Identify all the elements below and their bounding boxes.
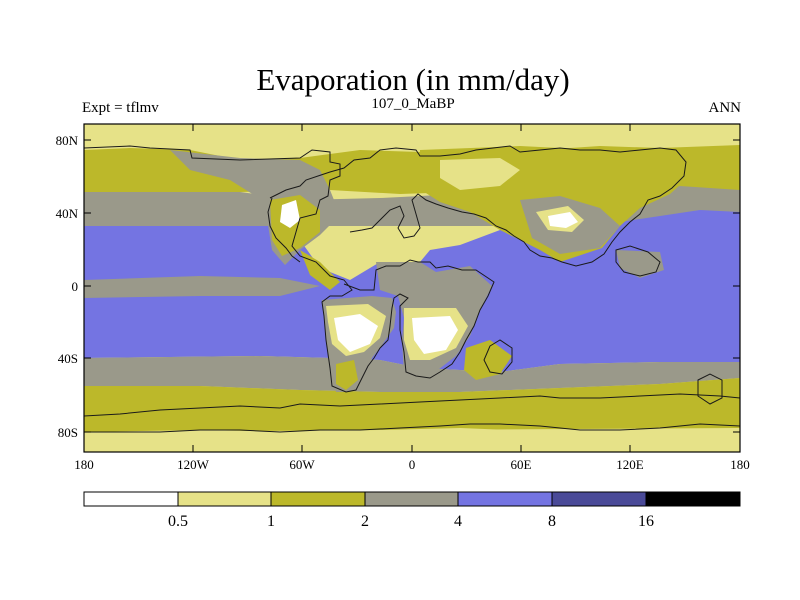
colorbar-label-16: 16 — [638, 513, 654, 530]
lon-label-120e: 120E — [616, 457, 644, 472]
lon-label-0: 0 — [409, 457, 416, 472]
colorbar-box-7 — [645, 491, 741, 507]
lon-label-180e: 180 — [730, 457, 750, 472]
colorbar-box-2 — [177, 491, 272, 507]
time-label: 107_0_MaBP — [371, 96, 455, 112]
colorbar-label-1: 1 — [267, 513, 275, 530]
axis-ticks — [83, 124, 741, 452]
colorbar-box-5 — [457, 491, 553, 507]
lon-label-60w: 60W — [289, 457, 315, 472]
colorbar-label-4: 4 — [454, 513, 462, 530]
coastlines — [84, 145, 740, 433]
colorbar-box-4 — [364, 491, 459, 507]
lat-label-0: 0 — [72, 279, 79, 294]
colorbar-label-8: 8 — [548, 513, 556, 530]
lon-label-120w: 120W — [177, 457, 210, 472]
season-label: ANN — [708, 100, 742, 116]
map-title: Evaporation (in mm/day) — [256, 62, 570, 97]
lat-label-80s: 80S — [58, 425, 78, 440]
lon-label-180w: 180 — [74, 457, 94, 472]
colorbar-label-2: 2 — [361, 513, 369, 530]
evaporation-field — [84, 124, 740, 452]
lat-label-40s: 40S — [58, 351, 78, 366]
field-band-equator — [84, 276, 320, 298]
colorbar-box-1 — [83, 491, 179, 507]
colorbar-box-3 — [270, 491, 366, 507]
lat-label-80n: 80N — [56, 133, 79, 148]
colorbar: 0.5 1 2 4 8 16 — [83, 491, 741, 530]
colorbar-box-6 — [551, 491, 647, 507]
lat-label-40n: 40N — [56, 206, 79, 221]
experiment-label: Expt = tflmv — [82, 100, 159, 116]
colorbar-label-0-5: 0.5 — [168, 513, 188, 530]
field-band-south-olive — [84, 378, 740, 432]
lon-label-60e: 60E — [511, 457, 532, 472]
